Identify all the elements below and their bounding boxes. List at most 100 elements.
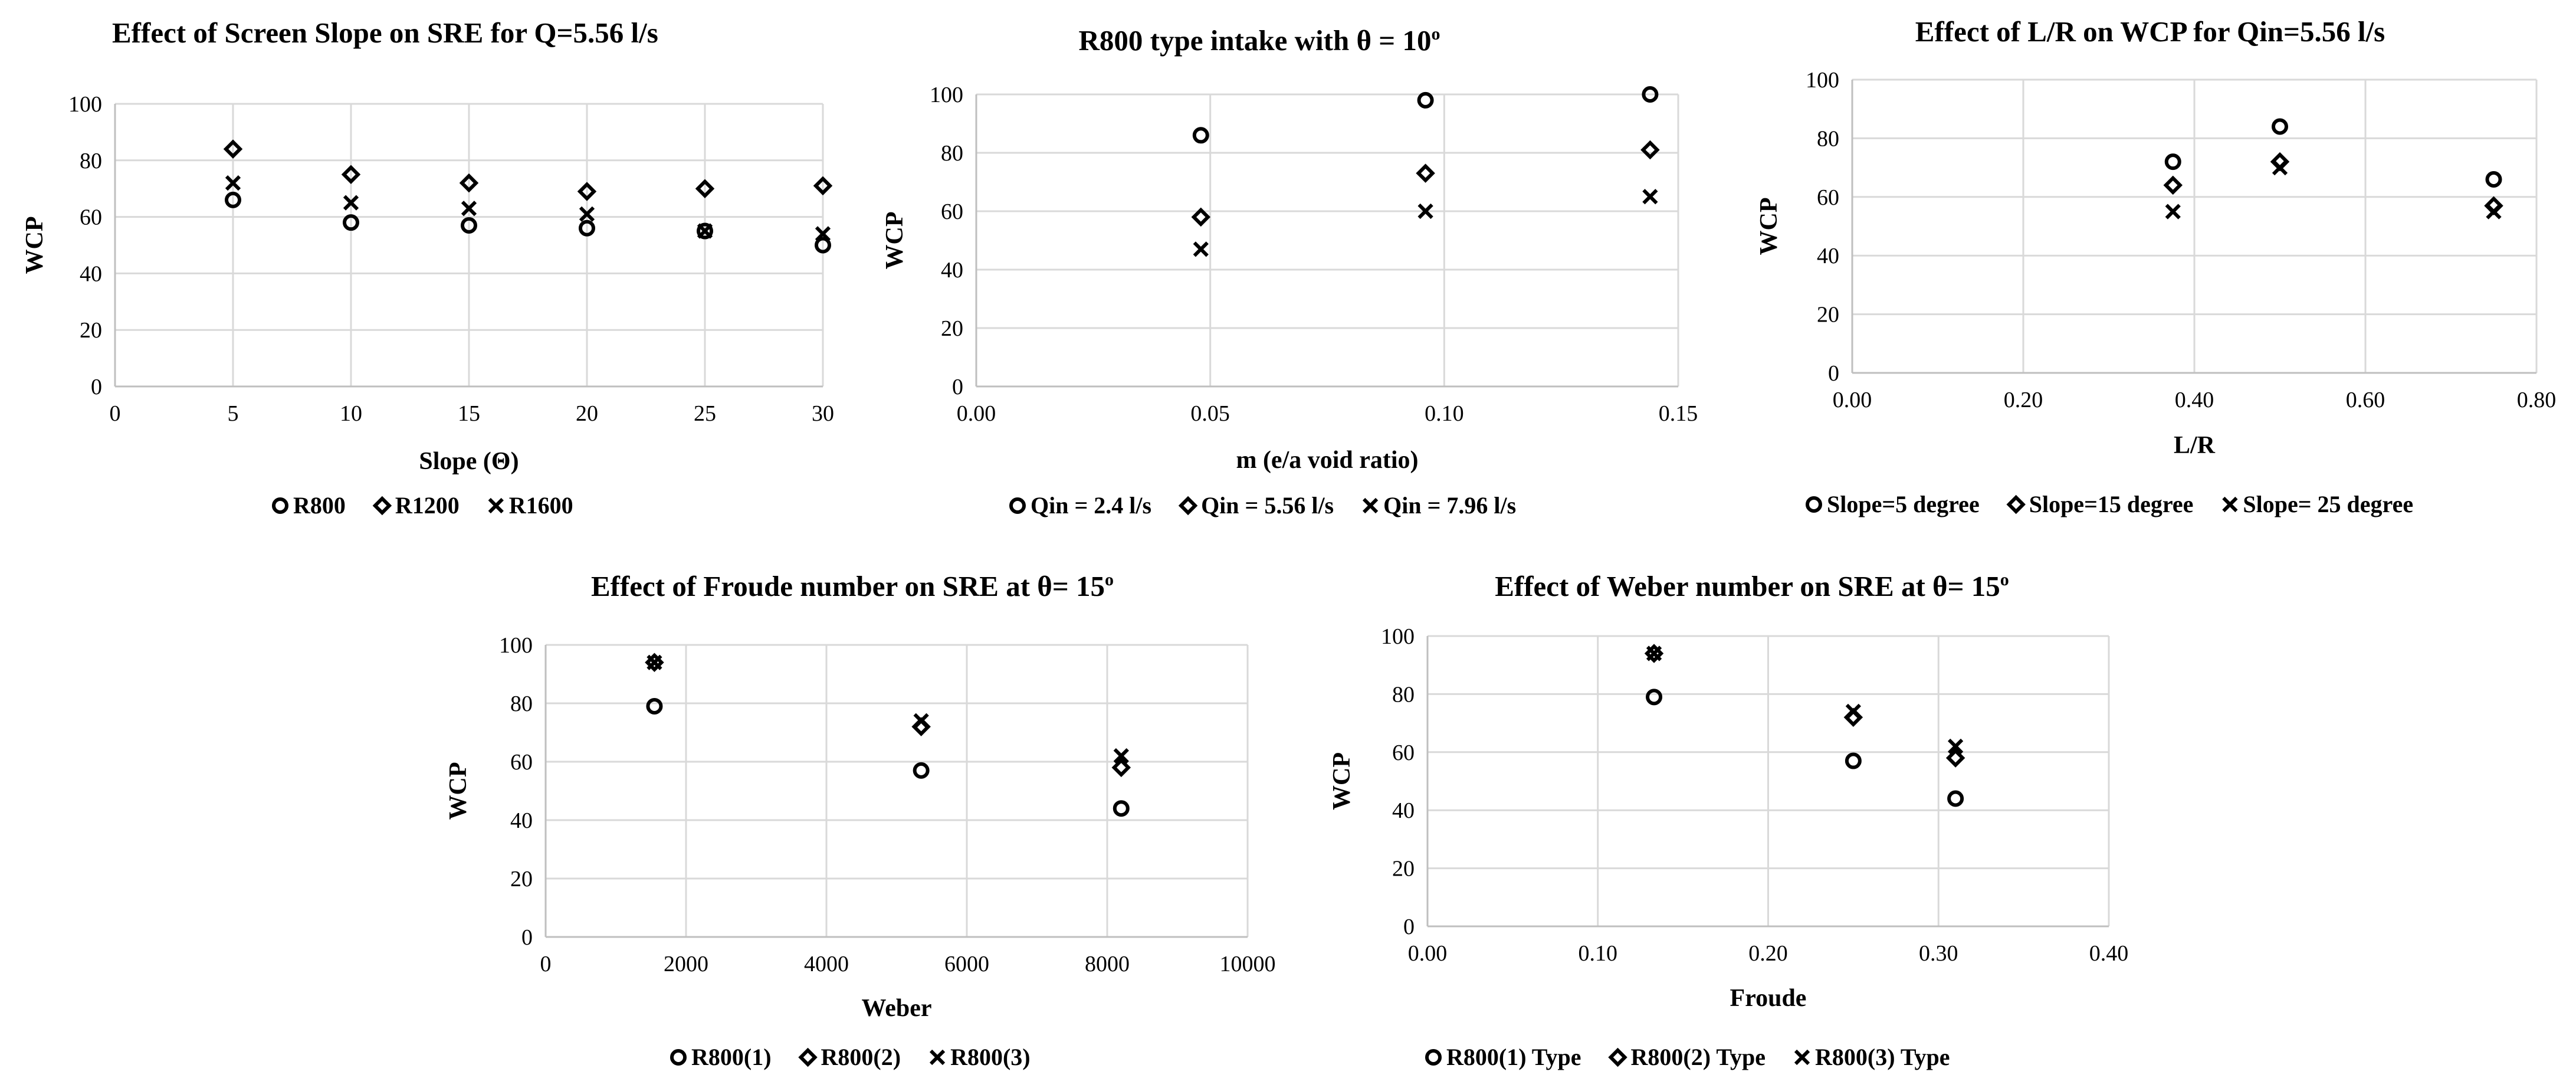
legend-marker-circle <box>272 497 288 514</box>
legend-label: R800(3) <box>950 1044 1031 1070</box>
legend-item: R800(2) Type <box>1608 1044 1766 1070</box>
chart-title-main: Effect of L/R on WCP for Qin=5.56 l/s <box>1915 15 2385 48</box>
x-tick-label: 20 <box>576 401 598 426</box>
data-point-circle <box>646 697 663 715</box>
y-tick-label: 80 <box>1392 682 1415 707</box>
data-point-x <box>647 654 662 670</box>
data-point-x <box>1417 203 1433 219</box>
legend-marker-circle <box>670 1049 687 1066</box>
legend-label: R800(1) Type <box>1446 1044 1581 1070</box>
chart-2: R800 type intake with θ = 10o 0 20 40 60 80 10… <box>881 24 1698 519</box>
legend-marker-x <box>2222 496 2238 513</box>
legend-label: Slope=5 degree <box>1827 491 1980 517</box>
legend-item: R1200 <box>372 492 460 519</box>
legend-item: R800(1) Type <box>1425 1044 1581 1070</box>
legend-item: R800(3) <box>929 1044 1031 1070</box>
legend-item: R800(3) Type <box>1794 1044 1950 1070</box>
y-axis-label: WCP <box>881 212 908 270</box>
chart-title: Effect of L/R on WCP for Qin=5.56 l/s <box>1915 15 2385 48</box>
y-tick-label: 60 <box>1392 740 1415 765</box>
y-tick-label: 20 <box>1392 857 1415 881</box>
y-axis-label: WCP <box>21 217 48 274</box>
x-tick-label: 2000 <box>664 952 708 976</box>
legend-item: Slope=5 degree <box>1806 491 1980 517</box>
legend-label: R800 <box>293 492 346 519</box>
y-tick-label: 0 <box>1403 915 1415 939</box>
data-point-circle <box>1646 689 1663 706</box>
legend-marker-x <box>1794 1049 1810 1066</box>
legend-item: Qin = 5.56 l/s <box>1178 492 1334 519</box>
chart-legend: R800 R1200 R1600 <box>272 492 573 519</box>
data-point-diamond <box>2163 175 2183 195</box>
data-point-x <box>461 201 477 217</box>
chart-legend: Slope=5 degree Slope=15 degree Slope= 25 d… <box>1806 491 2413 517</box>
data-point-diamond <box>223 139 243 159</box>
chart-title-main: Effect of Froude number on SRE at θ= 15 <box>591 570 1105 602</box>
y-tick-label: 0 <box>91 375 102 399</box>
legend-marker-diamond <box>2006 494 2026 514</box>
y-tick-label: 0 <box>521 925 533 950</box>
data-point-circle <box>1192 127 1209 144</box>
legend-label: R800(2) Type <box>1631 1044 1766 1070</box>
data-point-circle <box>1845 752 1862 769</box>
y-tick-label: 80 <box>941 141 963 166</box>
data-point-x <box>1845 703 1862 720</box>
chart-title-main: Effect of Screen Slope on SRE for Q=5.56… <box>112 17 658 49</box>
legend-item: Qin = 2.4 l/s <box>1009 492 1151 519</box>
y-tick-label: 0 <box>952 375 963 399</box>
legend-item: R1600 <box>488 492 573 519</box>
y-tick-label: 60 <box>80 205 102 230</box>
data-point-x <box>697 223 713 239</box>
data-point-diamond <box>695 179 715 198</box>
data-point-x <box>1113 748 1129 764</box>
y-tick-label: 80 <box>510 692 533 716</box>
x-axis-label: Weber <box>862 995 932 1022</box>
chart-title: Effect of Weber number on SRE at θ= 15o <box>1495 570 2009 602</box>
data-point-circle <box>815 237 831 254</box>
chart-legend: R800(1) Type R800(2) Type R800(3) Type <box>1425 1044 1950 1070</box>
data-point-circle <box>2164 153 2181 171</box>
x-tick-label: 0.15 <box>1659 401 1698 426</box>
chart-1: Effect of Screen Slope on SRE for Q=5.56… <box>21 17 834 519</box>
chart-title: R800 type intake with θ = 10o <box>1079 24 1440 57</box>
data-point-x <box>2165 204 2181 219</box>
legend-item: Qin = 7.96 l/s <box>1363 492 1516 519</box>
data-point-x <box>1948 738 1964 755</box>
x-axis-label: m (e/a void ratio) <box>1236 447 1418 474</box>
x-tick-label: 0.10 <box>1579 941 1618 966</box>
y-axis-label: WCP <box>1328 752 1356 810</box>
y-tick-label: 20 <box>80 318 102 343</box>
y-tick-label: 80 <box>1817 126 1839 151</box>
legend-item: R800(1) <box>670 1044 772 1070</box>
chart-title-main: R800 type intake with θ = 10 <box>1079 24 1432 57</box>
x-tick-label: 0.20 <box>1748 941 1788 966</box>
x-tick-label: 0 <box>110 401 121 426</box>
chart-3: Effect of L/R on WCP for Qin=5.56 l/s 0 20… <box>1755 15 2556 517</box>
data-point-circle <box>1113 800 1130 817</box>
x-tick-label: 30 <box>812 401 834 426</box>
data-point-x <box>2272 159 2288 176</box>
y-tick-label: 40 <box>1392 798 1415 823</box>
y-tick-label: 20 <box>510 867 533 892</box>
data-point-diamond <box>577 182 597 201</box>
chart-title-superscript: o <box>2000 570 2009 589</box>
x-tick-label: 5 <box>228 401 239 426</box>
x-tick-label: 10000 <box>1220 952 1276 976</box>
x-tick-label: 8000 <box>1085 952 1130 976</box>
legend-item: Slope=15 degree <box>2006 491 2193 517</box>
chart-5: Effect of Weber number on SRE at θ= 15o 0… <box>1328 570 2128 1070</box>
x-tick-label: 0.10 <box>1425 401 1464 426</box>
data-point-circle <box>697 222 713 240</box>
y-tick-label: 40 <box>941 258 963 283</box>
x-tick-label: 0.80 <box>2517 388 2557 412</box>
data-point-x <box>1642 189 1658 205</box>
y-tick-label: 100 <box>1806 68 1839 93</box>
x-tick-label: 0 <box>540 952 552 976</box>
x-tick-label: 4000 <box>804 952 849 976</box>
y-tick-label: 100 <box>68 92 102 117</box>
x-tick-label: 10 <box>340 401 362 426</box>
legend-marker-x <box>929 1049 946 1066</box>
legend-label: Qin = 7.96 l/s <box>1383 492 1516 519</box>
data-point-x <box>1193 241 1209 257</box>
